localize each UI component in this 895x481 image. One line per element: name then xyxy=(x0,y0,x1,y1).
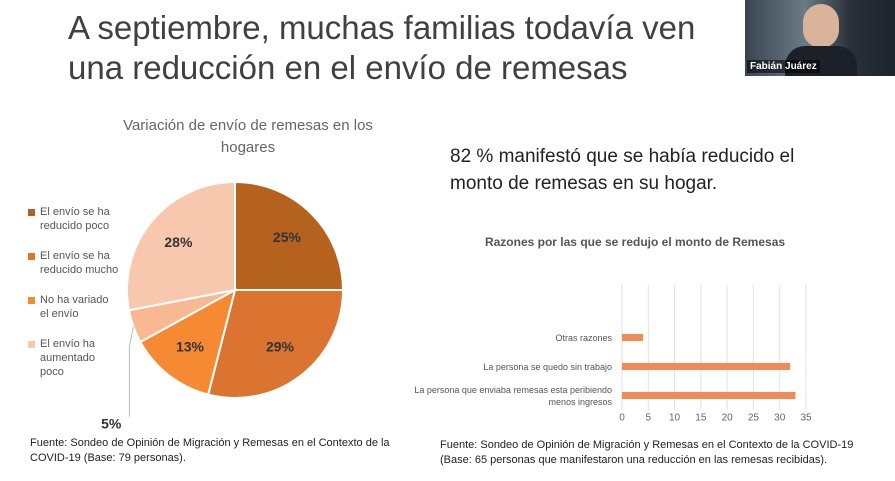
x-tick-label: 5 xyxy=(646,413,652,424)
bar xyxy=(622,363,791,370)
bar-title: Razones por las que se redujo el monto d… xyxy=(484,235,786,249)
legend-swatch xyxy=(28,253,35,260)
legend-label: No ha variado el envío xyxy=(40,294,109,320)
legend-swatch xyxy=(28,297,35,304)
source-right: Fuente: Sondeo de Opinión de Migración y… xyxy=(440,439,854,466)
slide-title: A septiembre, muchas familias todavía ve… xyxy=(68,9,696,86)
x-tick-label: 10 xyxy=(669,413,681,424)
slice-label: 5% xyxy=(101,415,122,431)
pie-slice xyxy=(234,180,345,291)
x-tick-label: 20 xyxy=(722,413,734,424)
source-left: Fuente: Sondeo de Opinión de Migración y… xyxy=(30,437,390,464)
y-tick-label: Otras razones xyxy=(555,332,612,343)
slice-label: 29% xyxy=(266,339,295,355)
x-tick-label: 30 xyxy=(774,413,786,424)
pie-slice xyxy=(139,288,237,396)
bar xyxy=(622,392,796,399)
x-tick-label: 25 xyxy=(748,413,760,424)
legend-swatch xyxy=(28,341,35,348)
x-tick-label: 0 xyxy=(619,413,625,424)
y-tick-label: La persona que enviaba remesas esta peri… xyxy=(414,384,612,407)
webcam-video: Fabián Juárez xyxy=(745,0,895,76)
slice-label: 13% xyxy=(176,339,205,355)
pie-slice xyxy=(126,180,236,312)
x-tick-label: 35 xyxy=(800,413,812,424)
slice-label: 28% xyxy=(164,234,193,250)
pie-title: Variación de envío de remesas en los hog… xyxy=(123,117,373,156)
legend-label: El envío se ha reducido mucho xyxy=(40,250,119,276)
face xyxy=(803,4,839,48)
pie-slice xyxy=(206,289,345,399)
statement: 82 % manifestó que se había reducido el … xyxy=(450,146,795,194)
legend-label: El envío ha aumentado poco xyxy=(40,338,96,378)
legend-label: El envío se ha reducido poco xyxy=(40,206,110,232)
bar xyxy=(622,334,644,341)
legend-swatch xyxy=(28,209,35,216)
x-tick-label: 15 xyxy=(695,413,707,424)
y-tick-label: La persona se quedo sin trabajo xyxy=(483,361,612,372)
leader-line xyxy=(128,326,134,417)
participant-name: Fabián Juárez xyxy=(747,60,820,73)
slice-label: 25% xyxy=(273,229,302,245)
